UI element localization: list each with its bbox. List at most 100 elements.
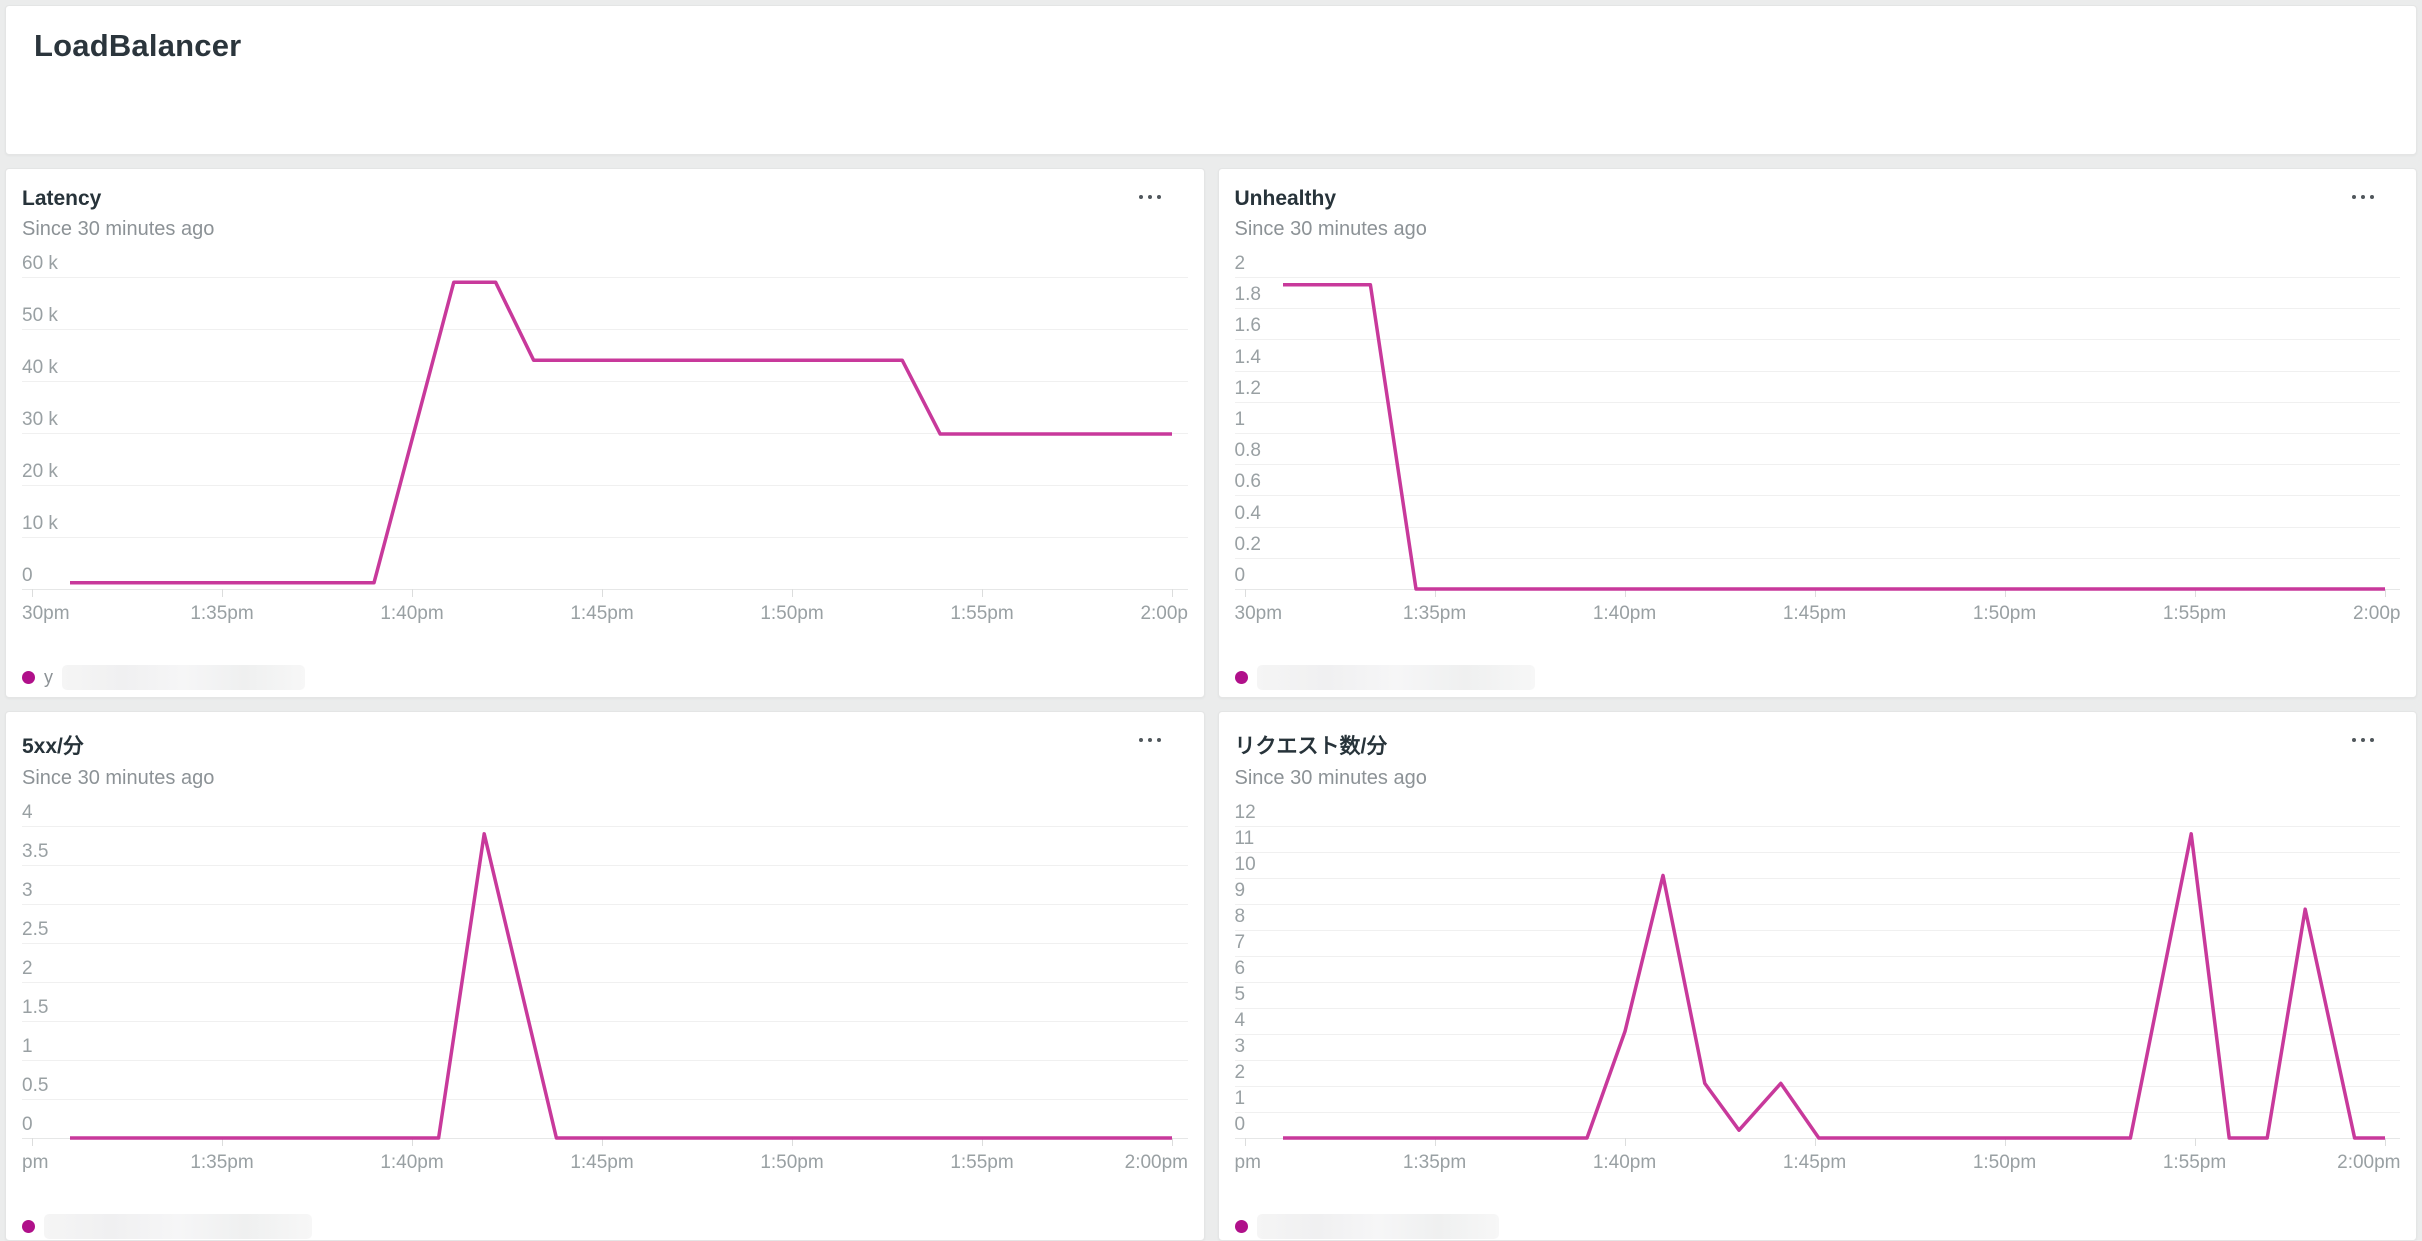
x-axis-tick bbox=[32, 1138, 33, 1146]
y-axis-tick-label: 60 k bbox=[22, 253, 58, 274]
y-axis-tick-label: 0.5 bbox=[22, 1075, 49, 1096]
gridline bbox=[1234, 526, 2400, 528]
y-axis-tick-label: 1.2 bbox=[1234, 377, 1261, 399]
x-axis-tick-label: 30pm bbox=[1234, 603, 1283, 624]
y-axis-tick-label: 0.6 bbox=[1234, 471, 1261, 493]
more-horizontal-icon[interactable] bbox=[1131, 732, 1170, 748]
y-axis-tick-label: 10 bbox=[1234, 854, 1256, 875]
x-axis-tick bbox=[1624, 589, 1626, 597]
x-axis-tick-label: 1:40pm bbox=[1592, 1152, 1657, 1173]
x-axis-tick-label: 1:45pm bbox=[570, 1152, 634, 1173]
panel-subtitle: Since 30 minutes ago bbox=[22, 218, 215, 240]
line-series bbox=[1282, 283, 2385, 591]
x-axis-tick-label: 1:35pm bbox=[1402, 1152, 1467, 1173]
series-dot-icon[interactable] bbox=[1234, 670, 1248, 684]
more-horizontal-icon[interactable] bbox=[2343, 189, 2382, 205]
gridline bbox=[22, 589, 1188, 590]
y-axis-tick-label: 0 bbox=[1234, 1114, 1246, 1135]
gridline bbox=[1234, 904, 2400, 905]
y-axis-tick-label: 0.8 bbox=[1234, 440, 1261, 462]
x-axis-tick bbox=[792, 589, 793, 597]
gridline bbox=[1234, 956, 2400, 957]
gridline bbox=[1234, 339, 2400, 341]
gridline bbox=[1234, 1086, 2400, 1087]
y-axis-tick-label: 8 bbox=[1234, 906, 1246, 927]
x-axis-tick-label: 1:45pm bbox=[1782, 1152, 1847, 1173]
legend-redacted-text bbox=[1256, 664, 1535, 690]
x-axis-tick-label: pm bbox=[1234, 1152, 1261, 1173]
gridline bbox=[22, 537, 1188, 538]
x-axis-tick bbox=[982, 1138, 983, 1146]
y-axis-tick-label: 1 bbox=[1234, 409, 1246, 430]
x-axis-tick bbox=[1434, 1138, 1436, 1146]
5xx-chart[interactable]: 4 3.5 3 2.5 2 1.5 1 0.5 0 pm 1:35pm 1:40pm 1:45pm 1:5… bbox=[22, 800, 1188, 1186]
latency-chart[interactable]: 60 k 50 k 40 k 30 k 20 k 10 k 0 30pm 1:35pm 1:40p… bbox=[22, 251, 1188, 637]
x-axis-tick-label: 1:55pm bbox=[2162, 603, 2227, 624]
x-axis-tick bbox=[1244, 1138, 1246, 1146]
x-axis-tick bbox=[1434, 589, 1436, 597]
y-axis-tick-label: 1 bbox=[22, 1036, 33, 1057]
panel-5xx-per-min: 5xx/分 Since 30 minutes ago 4 3.5 3 2.5 2 1.5 1… bbox=[5, 711, 1205, 1241]
more-horizontal-icon[interactable] bbox=[2343, 732, 2382, 748]
panel-title: 5xx/分 bbox=[22, 735, 84, 758]
x-axis-tick bbox=[1624, 1138, 1626, 1146]
x-axis-tick-label: 1:50pm bbox=[760, 1152, 824, 1173]
legend-label[interactable]: y bbox=[44, 666, 53, 687]
y-axis-tick-label: 2.5 bbox=[22, 919, 49, 940]
gridline bbox=[1234, 557, 2400, 559]
gridline bbox=[22, 826, 1188, 827]
y-axis-tick-label: 1.4 bbox=[1234, 346, 1261, 368]
x-axis-tick-label: pm bbox=[22, 1152, 49, 1173]
gridline bbox=[1234, 1008, 2400, 1009]
y-axis-tick-label: 20 k bbox=[22, 461, 58, 482]
y-axis-tick-label: 1.5 bbox=[22, 997, 49, 1018]
unhealthy-chart[interactable]: 2 1.8 1.6 1.4 1.2 1 0.8 0.6 0.4 0.2 0 30pm 1:35pm 1:4… bbox=[1234, 251, 2401, 637]
gridline bbox=[22, 277, 1188, 278]
x-axis-tick bbox=[1244, 589, 1246, 597]
legend bbox=[1234, 1212, 2401, 1240]
y-axis-tick-label: 11 bbox=[1234, 828, 1255, 849]
x-axis-tick-label: 1:45pm bbox=[1782, 603, 1847, 624]
x-axis-tick bbox=[602, 589, 603, 597]
series-dot-icon[interactable] bbox=[1234, 1219, 1248, 1233]
panel-header: 5xx/分 Since 30 minutes ago bbox=[22, 730, 1188, 790]
panel-latency: Latency Since 30 minutes ago 60 k 50 k 40 … bbox=[5, 168, 1205, 698]
y-axis-tick-label: 3 bbox=[1234, 1036, 1246, 1057]
gridline bbox=[22, 1099, 1188, 1100]
panel-subtitle: Since 30 minutes ago bbox=[22, 767, 215, 789]
x-axis-tick-label: 1:40pm bbox=[380, 1152, 444, 1173]
y-axis-tick-label: 2 bbox=[1234, 253, 1246, 274]
y-axis-tick-label: 2 bbox=[1234, 1062, 1246, 1083]
y-axis-tick-label: 0 bbox=[22, 1114, 33, 1135]
panel-unhealthy: Unhealthy Since 30 minutes ago 2 1.8 1.6 1.… bbox=[1217, 168, 2417, 698]
y-axis-tick-label: 30 k bbox=[22, 409, 58, 430]
x-axis-tick bbox=[2194, 1138, 2196, 1146]
x-axis-tick-label: 1:35pm bbox=[190, 603, 254, 624]
panel-title: Unhealthy bbox=[1234, 187, 1337, 210]
y-axis-tick-label: 0.4 bbox=[1234, 502, 1261, 524]
gridline bbox=[22, 381, 1188, 382]
gridline bbox=[22, 329, 1188, 330]
x-axis-tick bbox=[1172, 589, 1173, 597]
legend-redacted-text bbox=[1256, 1213, 1499, 1239]
gridline bbox=[1234, 308, 2400, 310]
gridline bbox=[1234, 370, 2400, 372]
x-axis-tick-label: 1:35pm bbox=[1402, 603, 1467, 624]
panel-title: Latency bbox=[22, 187, 102, 210]
x-axis-tick-label: 1:45pm bbox=[570, 603, 634, 624]
y-axis-tick-label: 0 bbox=[1234, 565, 1246, 586]
more-horizontal-icon[interactable] bbox=[1131, 189, 1170, 205]
x-axis-tick-label: 1:50pm bbox=[1972, 1152, 2037, 1173]
x-axis-tick bbox=[1814, 589, 1816, 597]
gridline bbox=[1234, 401, 2400, 403]
series-dot-icon[interactable] bbox=[22, 670, 35, 684]
gridline bbox=[1234, 930, 2400, 931]
panel-header: リクエスト数/分 Since 30 minutes ago bbox=[1235, 730, 2401, 790]
x-axis-tick-label: 1:55pm bbox=[2162, 1152, 2227, 1173]
gridline bbox=[22, 433, 1188, 434]
series-dot-icon[interactable] bbox=[22, 1219, 35, 1233]
line-series bbox=[1282, 832, 2385, 1140]
legend-redacted-text bbox=[44, 1213, 312, 1239]
requests-chart[interactable]: 12 11 10 9 8 7 6 5 4 3 2 1 0 pm 1:35pm 1:40pm 1:45pm 1:50… bbox=[1234, 800, 2401, 1186]
x-axis-tick bbox=[2384, 1138, 2386, 1146]
